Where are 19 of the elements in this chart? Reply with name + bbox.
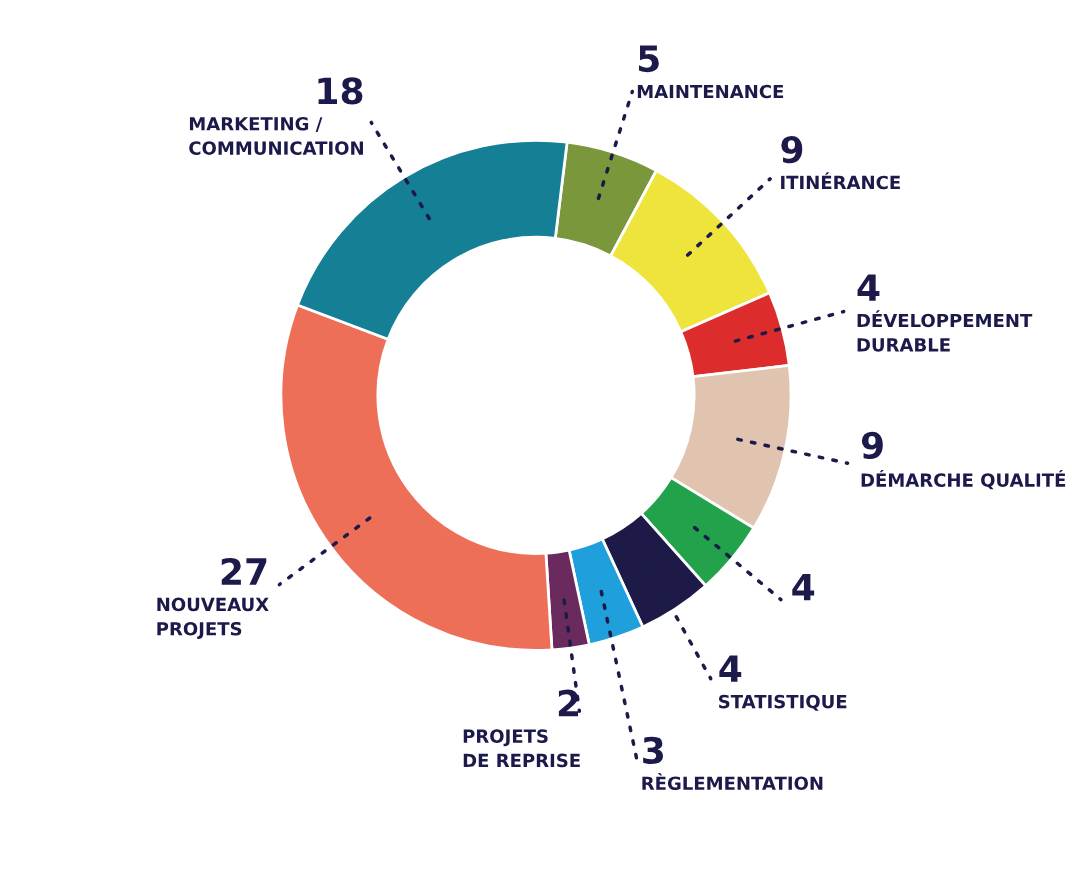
slice-label: STATISTIQUE <box>719 694 847 711</box>
data-label: 4 <box>792 573 815 601</box>
slice-label: DÉVELOPPEMENT DURABLE <box>857 310 1033 352</box>
slice-label: ITINÉRANCE <box>781 172 900 190</box>
slice-label: RÈGLEMENTATION <box>642 773 823 791</box>
data-label: 9 <box>861 431 883 459</box>
data-label: 4 <box>857 274 880 301</box>
data-label: 18 <box>318 77 363 105</box>
slice-label: MAINTENANCE <box>637 84 784 99</box>
data-label: 4 <box>719 655 742 682</box>
data-label: 9 <box>781 135 803 164</box>
data-label: 2 <box>558 689 578 717</box>
slice-label: NOUVEAUX PROJETS <box>157 597 269 639</box>
slice-label: DÉMARCHE QUALITÉ <box>861 469 1066 490</box>
data-label: 3 <box>643 736 663 764</box>
slice-label: PROJETS DE REPRISE <box>463 729 580 768</box>
data-label: 27 <box>221 557 267 585</box>
data-label: 5 <box>638 45 659 73</box>
slice-label: MARKETING / COMMUNICATION <box>189 116 363 155</box>
